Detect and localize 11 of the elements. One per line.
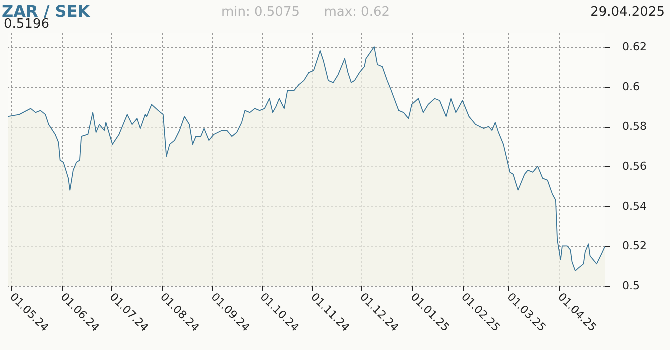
- text: 0.5196: [4, 17, 50, 32]
- y-tick-label: 0.56: [622, 160, 647, 173]
- text: max: 0.62: [324, 5, 390, 20]
- text: 29.04.2025: [590, 5, 665, 20]
- y-tick-label: 0.62: [622, 40, 647, 54]
- y-tick-label: 0.5: [622, 280, 640, 292]
- y-tick-label: 0.54: [622, 200, 647, 213]
- y-tick-label: 0.58: [622, 120, 647, 134]
- text: min: 0.5075: [221, 5, 300, 20]
- y-tick-label: 0.6: [622, 80, 640, 94]
- y-tick-label: 0.52: [622, 240, 647, 253]
